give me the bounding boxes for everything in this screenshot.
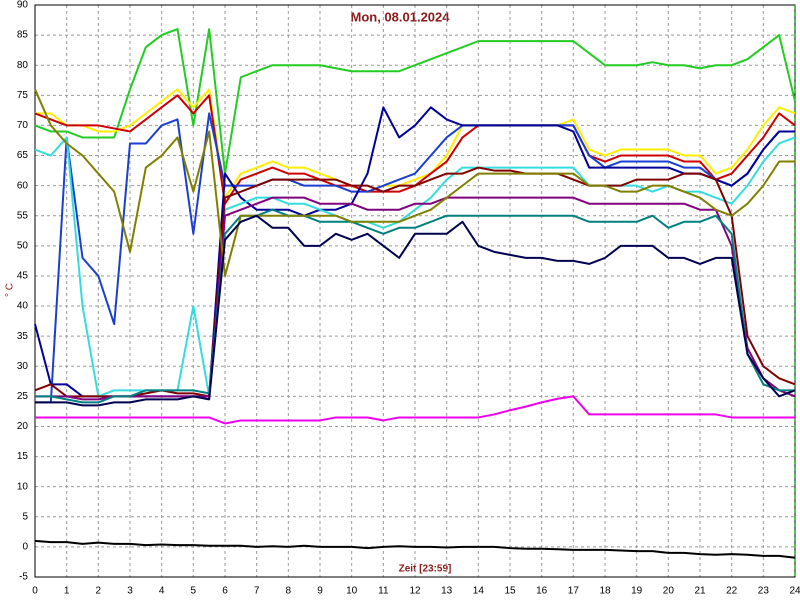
- data-line: [35, 88, 796, 199]
- x-tick-label: 12: [409, 586, 421, 597]
- x-axis-label: Zeit [23:59]: [399, 564, 452, 575]
- y-tick-label: 65: [17, 150, 29, 161]
- y-tick-label: 30: [17, 361, 29, 372]
- y-tick-label: 25: [17, 391, 29, 402]
- y-tick-label: 80: [17, 60, 29, 71]
- y-tick-label: 10: [17, 481, 29, 492]
- y-tick-label: 90: [17, 0, 29, 11]
- data-line: [35, 395, 795, 425]
- y-tick-label: 45: [17, 271, 29, 282]
- y-tick-label: 15: [17, 451, 29, 462]
- x-tick-label: 17: [568, 586, 580, 597]
- data-line: [35, 112, 795, 404]
- plot-frame: [34, 4, 796, 578]
- x-tick-label: 21: [694, 586, 706, 597]
- y-tick-label: 75: [17, 90, 29, 101]
- chart-title: Mon, 08.01.2024: [351, 9, 451, 24]
- y-axis-label: ° C: [5, 283, 16, 297]
- x-tick-label: 7: [254, 586, 260, 597]
- y-tick-label: 20: [17, 421, 29, 432]
- x-tick-label: 14: [473, 586, 485, 597]
- x-tick-label: 8: [286, 586, 292, 597]
- x-tick-label: 19: [631, 586, 643, 597]
- y-tick-label: 50: [17, 240, 29, 251]
- data-line: [34, 539, 796, 559]
- y-tick-label: 55: [17, 210, 29, 221]
- x-tick-label: 23: [758, 586, 770, 597]
- x-tick-label: 24: [789, 586, 800, 597]
- data-line: [35, 214, 796, 407]
- y-tick-label: 0: [22, 542, 28, 553]
- y-tick-label: 70: [17, 120, 29, 131]
- x-tick-label: 20: [663, 586, 675, 597]
- y-tick-label: 35: [17, 331, 29, 342]
- x-tick-label: 15: [504, 586, 516, 597]
- x-tick-label: 2: [96, 586, 102, 597]
- x-tick-label: 1: [64, 586, 70, 597]
- x-tick-label: 11: [378, 586, 389, 597]
- x-tick-label: 18: [599, 586, 611, 597]
- x-tick-label: 3: [127, 586, 133, 597]
- x-tick-label: 5: [191, 586, 197, 597]
- y-tick-label: 40: [17, 301, 29, 312]
- data-line: [34, 88, 795, 277]
- y-tick-label: 5: [22, 511, 28, 522]
- y-tick-label: 60: [17, 180, 29, 191]
- x-tick-label: 16: [536, 586, 548, 597]
- x-tick-label: 6: [222, 586, 228, 597]
- x-tick-label: 10: [346, 586, 358, 597]
- x-tick-label: 4: [159, 586, 165, 597]
- data-line: [35, 196, 796, 401]
- x-tick-label: 9: [317, 586, 323, 597]
- y-tick-label: -5: [19, 572, 28, 583]
- data-line: [34, 28, 796, 175]
- x-tick-label: 0: [32, 586, 38, 597]
- y-tick-label: 85: [17, 30, 29, 41]
- data-line: [35, 208, 795, 404]
- x-tick-label: 13: [441, 586, 453, 597]
- x-tick-label: 22: [726, 586, 738, 597]
